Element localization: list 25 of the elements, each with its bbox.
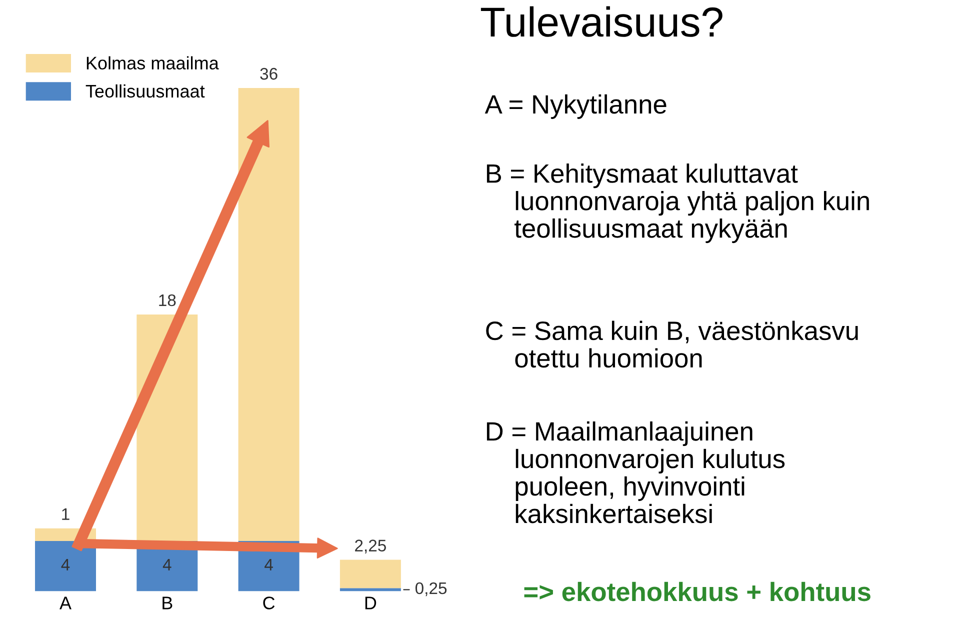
text: => ekotehokkuus + kohtuus — [524, 582, 870, 602]
data-label: 2,25 — [355, 540, 386, 554]
data-label: 0,25 — [415, 582, 447, 596]
x-tick-label: A — [60, 596, 72, 610]
text: Tulevaisuus? — [480, 6, 722, 37]
data-label: 18 — [159, 294, 176, 306]
text: B = Kehitysmaat kuluttavat luonnonvaroja yhtä paljon kuin teollisuusmaat nykyään — [486, 164, 869, 244]
data-label: 4 — [162, 558, 172, 570]
bar — [340, 560, 401, 588]
x-tick-label: C — [263, 596, 275, 610]
data-label: 4 — [61, 558, 70, 570]
data-label: 4 — [264, 558, 273, 570]
bar — [35, 540, 96, 592]
legend-label: Kolmas maailma — [86, 56, 219, 70]
x-tick-label: B — [162, 596, 172, 610]
x-tick-label: D — [365, 596, 376, 610]
bar — [340, 588, 401, 592]
legend-label: Teollisuusmaat — [86, 84, 205, 98]
bar — [136, 314, 198, 541]
data-label: 36 — [260, 68, 278, 80]
text: A = Nykytilanne — [484, 94, 666, 119]
text: D = Maailmanlaajuinen luonnonvarojen kulutus puoleen, hyvinvointi kaksinkertaiseksi — [486, 421, 785, 524]
text: C = Sama kuin B, väestönkasvu otettu huomioon — [486, 320, 858, 368]
data-label: 1 — [62, 508, 70, 520]
bar — [238, 88, 300, 541]
